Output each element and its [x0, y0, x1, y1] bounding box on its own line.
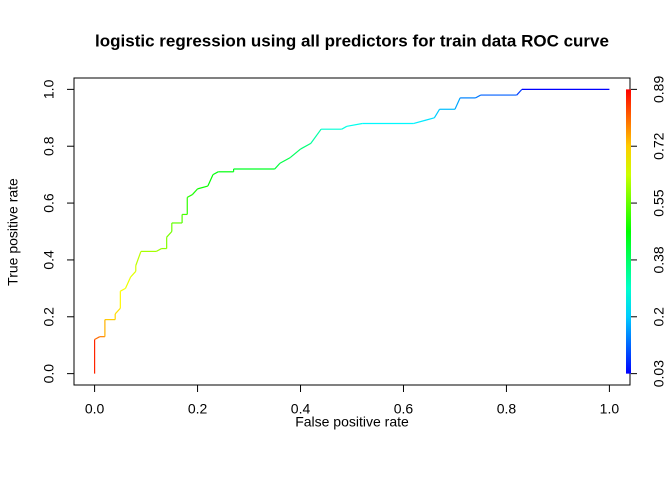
colorbar-tick-label: 0.38 [651, 246, 667, 273]
plot-frame [73, 77, 631, 386]
colorbar [626, 89, 631, 374]
roc-segment [454, 97, 461, 110]
y-axis-label: True positive rate [5, 178, 21, 286]
x-axis-label: False positive rate [295, 414, 409, 430]
roc-segment [120, 287, 126, 292]
colorbar-tick-label: 0.72 [651, 132, 667, 159]
roc-segment [186, 194, 193, 198]
roc-segment [166, 231, 173, 238]
roc-segment [191, 188, 199, 195]
y-tick-label: 0.8 [41, 136, 57, 156]
roc-segment [279, 157, 291, 164]
roc-segment [475, 94, 481, 99]
roc-segment [207, 174, 214, 187]
roc-segment [114, 307, 121, 315]
x-tick-label: 0.6 [394, 401, 414, 417]
y-tick-label: 1.0 [41, 79, 57, 99]
colorbar-tick-label: 0.55 [651, 189, 667, 216]
x-tick-label: 0.0 [85, 401, 105, 417]
roc-segment [130, 270, 137, 278]
x-tick-label: 0.4 [291, 401, 311, 417]
y-tick-label: 0.0 [41, 364, 57, 384]
x-tick-label: 0.8 [497, 401, 517, 417]
roc-segment [413, 120, 425, 125]
roc-segment [156, 248, 162, 252]
roc-segment [124, 276, 132, 289]
x-tick-label: 1.0 [600, 401, 620, 417]
roc-segment [300, 142, 312, 150]
chart-title: logistic regression using all predictors… [95, 31, 609, 50]
roc-segment [274, 162, 281, 170]
roc-segment [197, 185, 209, 190]
roc-segment [94, 336, 101, 341]
colorbar-tick-label: 0.89 [651, 76, 667, 103]
colorbar-tick-label: 0.2 [651, 307, 667, 327]
roc-segment [423, 117, 435, 122]
roc-segment [341, 125, 348, 130]
y-tick-label: 0.6 [41, 193, 57, 213]
y-tick-label: 0.4 [41, 250, 57, 270]
colorbar-tick-label: 0.03 [651, 360, 667, 387]
roc-segment [516, 88, 523, 96]
roc-segment [310, 128, 322, 144]
y-tick-label: 0.2 [41, 307, 57, 327]
roc-segment [346, 122, 363, 127]
roc-segment [212, 171, 219, 176]
roc-segment [135, 251, 142, 266]
x-tick-label: 0.2 [188, 401, 208, 417]
roc-segment [289, 148, 301, 159]
roc-segment [433, 108, 441, 119]
